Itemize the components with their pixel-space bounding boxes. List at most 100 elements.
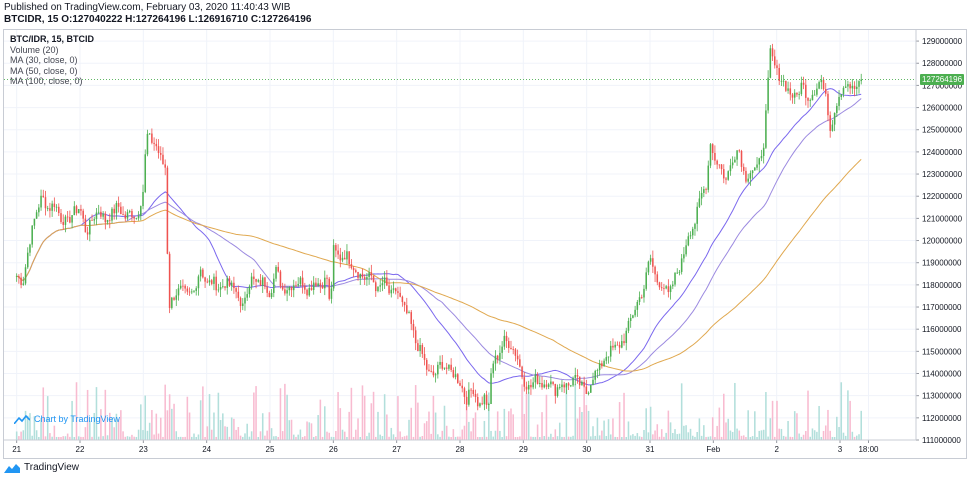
volume-bar [399,431,401,440]
volume-bar [485,436,488,440]
footer-logo[interactable]: TradingView [4,462,79,473]
candle-body [472,389,475,394]
candle-body [838,96,840,106]
candle-body [437,364,439,375]
candle-body [113,208,115,214]
candle-body [441,361,444,369]
candle-body [634,309,636,316]
volume-bar [858,434,860,440]
x-tick-label: 23 [139,445,148,454]
volume-bar [281,431,284,440]
volume-bar [423,423,426,440]
volume-bar [445,425,448,440]
x-tick-label: 3 [838,445,843,454]
candle-body [64,216,67,225]
candle-body [155,143,158,147]
volume-bar [621,436,623,440]
chart-legend: BTC/IDR, 15, BTCID Volume (20) MA (30, c… [10,34,94,87]
candle-body [780,80,783,82]
candle-body [678,271,681,273]
volume-bar [255,386,257,440]
candle-body [698,198,701,207]
candle-body [468,389,470,405]
candle-body [583,381,585,387]
volume-bar [652,434,654,440]
volume-bar [745,436,747,440]
candles [15,43,862,412]
volume-bar [20,431,22,440]
candle-body [751,170,754,174]
candle-body [343,257,346,260]
volume-bar [672,432,674,440]
volume-bar [259,431,262,440]
candle-body [660,287,663,289]
candle-body [18,276,20,278]
published-info: Published on TradingView.com, February 0… [4,2,291,13]
candle-body [745,170,747,182]
volume-bar [230,417,233,440]
candle-body [264,277,266,287]
y-tick-label: 117000000 [922,303,962,312]
volume-bar [556,436,559,440]
volume-bar [727,418,729,440]
candle-body [319,283,322,286]
legend-volume: Volume (20) [10,44,59,55]
candle-body [590,385,592,393]
candle-body [222,286,224,288]
volume-bar [587,410,590,440]
volume-bar [188,412,191,440]
candle-body [831,124,834,131]
candle-body [15,276,18,277]
candle-body [86,232,89,235]
x-tick-label: 24 [202,445,211,454]
candle-body [640,297,643,298]
volume-bar [86,389,89,440]
candle-body [747,178,749,182]
volume-bar [802,434,805,440]
volume-bar [58,436,60,440]
volume-bar [100,409,102,440]
candle-body [108,219,111,221]
volume-bar [253,392,255,440]
volume-bar [297,434,299,440]
candle-body [310,287,313,291]
volume-bar [838,426,840,440]
volume-bar [430,433,432,440]
volume-bar [853,436,856,440]
candle-body [144,154,147,192]
candle-body [556,387,559,397]
volume-bar [235,429,237,440]
volume-bar [133,436,135,440]
candle-body [718,164,721,166]
volume-bar [348,411,350,440]
candle-body [572,377,574,386]
volume-bar [224,426,226,440]
volume-bar [629,435,632,440]
volume-bar [647,432,650,440]
volume-bar [324,406,326,440]
volume-bar [173,403,175,440]
volume-bar [541,412,543,440]
candle-body [860,79,862,82]
candle-body [399,292,401,297]
volume-bar [199,400,202,440]
volume-bar [578,407,581,440]
tradingview-watermark[interactable]: Chart by TradingView [14,414,120,424]
volume-bar [250,431,253,440]
candle-body [723,169,725,179]
volume-bar [284,383,286,440]
volume-bar [15,431,18,440]
volume-bar [476,436,479,440]
candle-body [543,384,546,388]
volume-bar [492,436,495,440]
volume-bar [117,419,120,440]
candle-body [22,283,25,285]
candle-body [208,280,211,283]
volume-bar [219,419,222,440]
volume-bar [97,436,100,440]
volume-bar [35,430,38,440]
candle-body [672,284,674,287]
volume-bar [454,436,457,440]
volume-bar [421,436,424,440]
